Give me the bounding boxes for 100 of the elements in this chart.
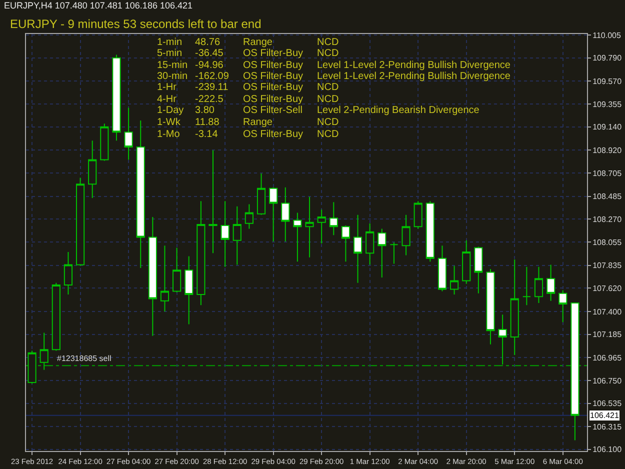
- annotation: Level 1-Level 2-Pending Bullish Divergence: [317, 60, 511, 71]
- y-tick-label: 106.315: [592, 422, 622, 432]
- annotation: Level 2-Pending Bearish Divergence: [317, 105, 480, 116]
- annotation: OS Filter-Buy: [243, 129, 304, 140]
- candlestick: [244, 204, 254, 230]
- candlestick: [112, 54, 121, 142]
- annotation: 48.76: [195, 37, 220, 48]
- y-tick-label: 107.835: [592, 261, 622, 270]
- candlestick: [293, 212, 302, 262]
- candlestick: [450, 265, 459, 295]
- candlestick: [28, 350, 36, 384]
- y-tick-label: 106.965: [592, 353, 622, 362]
- annotation: NCD: [317, 94, 339, 105]
- candlestick: [196, 200, 206, 306]
- candlestick: [256, 173, 266, 216]
- candlestick: [498, 314, 507, 366]
- candlestick: [232, 206, 242, 266]
- candlestick: [426, 200, 434, 262]
- annotation: OS Filter-Buy: [243, 82, 304, 93]
- candlestick: [160, 245, 170, 312]
- annotation: 1-min: [157, 37, 182, 48]
- annotation: OS Filter-Buy: [243, 94, 304, 105]
- y-tick-label: 109.790: [592, 54, 622, 63]
- annotation: NCD: [317, 82, 339, 93]
- annotation: -239.11: [195, 82, 229, 93]
- annotation: Range: [243, 117, 273, 128]
- annotation: NCD: [317, 48, 339, 59]
- candlestick: [124, 107, 133, 160]
- candlestick: [329, 202, 338, 236]
- candlestick: [438, 245, 447, 292]
- annotation: -3.14: [195, 129, 218, 140]
- y-tick-label: 109.140: [592, 122, 622, 132]
- y-tick-label: 106.750: [592, 376, 622, 386]
- candlestick: [148, 216, 157, 336]
- annotation: 1-Wk: [157, 117, 182, 128]
- candlestick: [534, 266, 544, 304]
- annotation: 11.88: [195, 117, 220, 128]
- annotation: OS Filter-Buy: [243, 48, 304, 59]
- annotation: NCD: [317, 117, 339, 128]
- annotation: 4-Hr: [157, 94, 178, 105]
- annotation: 30-min: [157, 71, 188, 82]
- chart-subtitle: EURJPY - 9 minutes 53 seconds left to bar end: [10, 17, 262, 31]
- candlestick: [474, 246, 483, 294]
- candlestick: [76, 177, 85, 266]
- candlestick: [378, 228, 386, 278]
- annotation: 1-Hr: [157, 82, 178, 93]
- candlestick: [486, 268, 495, 345]
- annotation: OS Filter-Sell: [243, 105, 302, 116]
- annotation: OS Filter-Buy: [243, 60, 304, 71]
- candlestick: [462, 240, 471, 284]
- ref-line-label: 106.421: [590, 411, 620, 420]
- chart-title: EURJPY,H4 107.480 107.481 106.186 106.421: [4, 0, 192, 10]
- y-tick-label: 108.705: [592, 168, 622, 178]
- candlestick: [281, 186, 290, 242]
- annotation: 1-Mo: [157, 129, 180, 140]
- annotation: NCD: [317, 129, 339, 140]
- annotation: NCD: [317, 37, 339, 48]
- candlestick: [366, 222, 374, 266]
- candlestick: [88, 140, 97, 198]
- candlestick: [522, 266, 531, 306]
- candlestick: [570, 302, 580, 441]
- candlestick: [64, 252, 73, 295]
- candlestick: [510, 258, 519, 356]
- y-tick-label: 107.620: [592, 284, 622, 293]
- candlestick: [341, 225, 350, 262]
- y-tick-label: 109.570: [592, 77, 622, 86]
- annotation: -162.09: [195, 71, 230, 82]
- y-tick-label: 106.535: [592, 399, 622, 408]
- candlestick: [317, 209, 326, 244]
- candlestick: [52, 282, 60, 352]
- y-tick-label: 107.185: [592, 330, 622, 340]
- y-tick-label: 108.920: [592, 146, 622, 155]
- y-tick-label: 108.485: [592, 192, 622, 202]
- candlestick: [184, 256, 194, 325]
- candlestick: [208, 150, 218, 254]
- annotation: OS Filter-Buy: [243, 71, 304, 82]
- candlestick: [100, 123, 109, 162]
- candlestick: [305, 196, 314, 258]
- candlestick: [546, 264, 556, 302]
- candlestick: [40, 332, 48, 370]
- candlestick: [172, 247, 182, 293]
- annotation: Level 1-Level 2-Pending Bullish Divergence: [317, 71, 511, 82]
- y-tick-label: 106.100: [592, 445, 622, 454]
- candlestick: [390, 242, 398, 264]
- candlestick: [558, 290, 568, 323]
- annotation: Range: [243, 37, 273, 48]
- y-tick-label: 108.270: [592, 214, 622, 224]
- annotation: -222.5: [195, 94, 224, 105]
- annotation: 3.80: [195, 105, 215, 116]
- annotation: 5-min: [157, 48, 182, 59]
- y-tick-label: 107.400: [592, 307, 622, 316]
- y-tick-label: 110.005: [592, 30, 622, 40]
- annotation: 1-Day: [157, 105, 184, 116]
- candlestick: [353, 214, 362, 284]
- candlestick: [269, 186, 278, 242]
- y-tick-label: 109.355: [592, 100, 622, 109]
- annotation: -36.45: [195, 48, 224, 59]
- annotation: 15-min: [157, 60, 188, 71]
- candlestick: [414, 200, 422, 230]
- candlestick: [220, 200, 230, 268]
